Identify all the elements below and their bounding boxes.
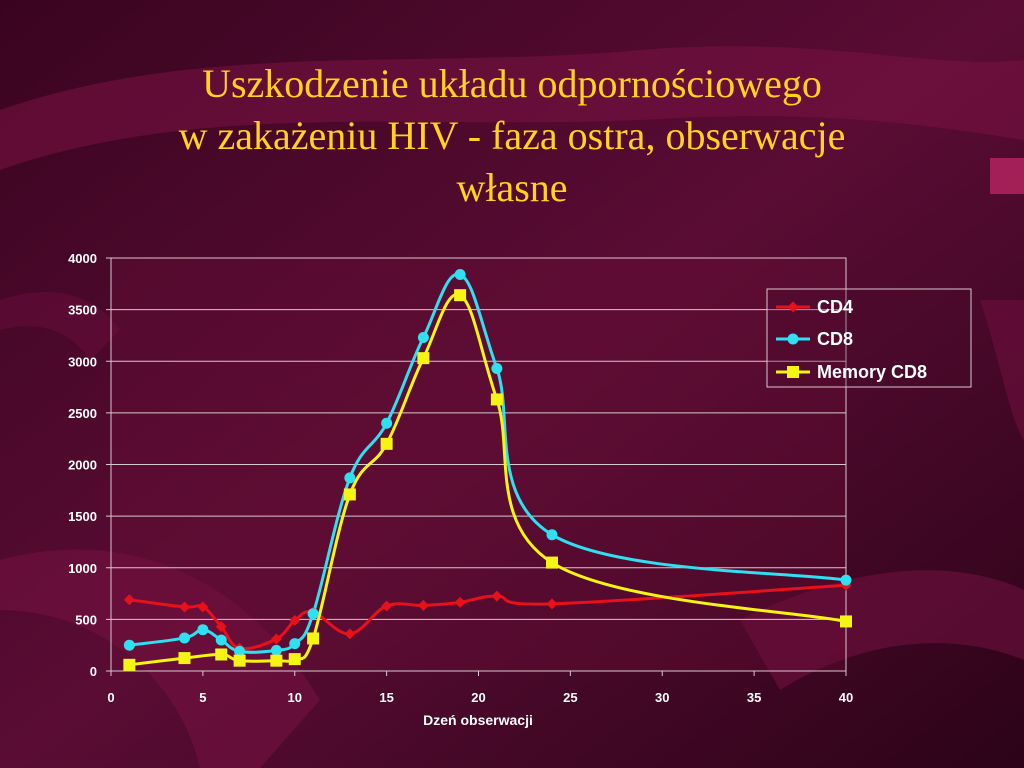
point-memory-cd8-40 xyxy=(840,615,852,628)
point-memory-cd8-13 xyxy=(343,488,356,501)
point-memory-cd8-4 xyxy=(178,652,191,665)
decor-swoosh-right xyxy=(980,300,1024,440)
point-cd8-11 xyxy=(307,608,319,620)
slide-title-line-2: w zakażeniu HIV - faza ostra, obserwacje xyxy=(178,113,846,158)
point-cd4-1 xyxy=(123,594,135,606)
point-cd8-5 xyxy=(197,624,209,636)
y-axis-ticks: 0 500 1000 1500 2000 2500 3000 3500 4000 xyxy=(68,251,111,679)
x-axis-label: Dzeń obserwacji xyxy=(423,712,533,728)
point-cd4-17 xyxy=(417,599,429,611)
y-tick-label-500: 500 xyxy=(75,612,97,627)
legend-memory-cd8-label: Memory CD8 xyxy=(817,362,927,382)
point-memory-cd8-24 xyxy=(546,556,558,569)
point-memory-cd8-15 xyxy=(380,437,393,450)
point-memory-cd8-1 xyxy=(123,658,136,671)
x-axis-ticks: 0 5 10 15 20 25 30 35 40 xyxy=(107,671,853,705)
point-cd4-21 xyxy=(491,590,503,602)
point-cd8-17 xyxy=(417,332,429,344)
x-tick-label-20: 20 xyxy=(471,690,485,705)
point-memory-cd8-6 xyxy=(215,648,228,661)
legend: CD4 CD8 Memory CD8 xyxy=(766,288,972,388)
legend-cd4-marker xyxy=(787,301,799,313)
series-line-cd4 xyxy=(129,583,847,651)
x-tick-label-10: 10 xyxy=(288,690,302,705)
x-tick-label-0: 0 xyxy=(107,690,114,705)
x-tick-label-40: 40 xyxy=(839,690,853,705)
point-cd8-21 xyxy=(491,362,503,374)
decor-swoosh-top xyxy=(0,46,1024,170)
y-tick-label-2500: 2500 xyxy=(68,406,97,421)
decor-swoosh-bottom-right xyxy=(740,570,1024,690)
legend-cd8-marker xyxy=(787,333,799,345)
point-memory-cd8-19 xyxy=(454,289,467,302)
legend-marker-memory-cd8 xyxy=(787,366,799,378)
point-cd8-10 xyxy=(289,638,301,650)
point-cd4-15 xyxy=(381,600,393,612)
decor-accent-block xyxy=(990,158,1024,194)
point-memory-cd8-11 xyxy=(307,632,320,645)
point-cd4-13 xyxy=(344,628,356,640)
point-cd4-6 xyxy=(215,621,227,633)
x-tick-label-5: 5 xyxy=(199,690,206,705)
point-cd8-40 xyxy=(840,574,852,586)
point-memory-cd8-10 xyxy=(288,653,301,666)
y-tick-label-3000: 3000 xyxy=(68,354,97,369)
decor-swoosh-bottom-left xyxy=(0,549,320,768)
point-memory-cd8-17 xyxy=(417,352,430,365)
point-cd8-15 xyxy=(381,417,393,429)
point-cd8-19 xyxy=(454,269,466,281)
point-cd8-24 xyxy=(546,529,558,541)
x-tick-label-30: 30 xyxy=(655,690,669,705)
point-cd4-10 xyxy=(289,614,301,626)
x-tick-label-25: 25 xyxy=(563,690,577,705)
y-tick-label-1000: 1000 xyxy=(68,561,97,576)
slide-title-line-1: Uszkodzenie układu odpornościowego xyxy=(202,61,822,106)
slide-title-line-3: własne xyxy=(456,165,568,210)
series-markers xyxy=(123,269,852,671)
point-cd4-19 xyxy=(454,596,466,608)
point-cd8-1 xyxy=(123,639,135,651)
point-memory-cd8-21 xyxy=(490,393,503,406)
point-cd8-4 xyxy=(179,632,190,644)
point-cd4-9 xyxy=(270,633,282,645)
point-memory-cd8-9 xyxy=(270,654,283,667)
legend-marker-cd8 xyxy=(787,333,799,345)
y-tick-label-1500: 1500 xyxy=(68,509,97,524)
series-line-memory-cd8 xyxy=(129,292,847,667)
point-cd8-7 xyxy=(234,645,246,657)
y-tick-label-3500: 3500 xyxy=(68,303,97,318)
point-cd4-4 xyxy=(179,601,190,613)
point-cd8-13 xyxy=(344,472,356,484)
legend-memory-cd8-marker xyxy=(787,366,799,378)
x-tick-label-35: 35 xyxy=(747,690,761,705)
legend-marker-cd4 xyxy=(787,301,799,313)
decor-swoosh-left xyxy=(0,291,120,360)
point-cd8-9 xyxy=(270,644,282,656)
point-memory-cd8-7 xyxy=(233,654,246,667)
legend-cd8-label: CD8 xyxy=(817,329,853,349)
y-tick-label-4000: 4000 xyxy=(68,251,97,266)
x-tick-label-15: 15 xyxy=(379,690,393,705)
y-tick-label-2000: 2000 xyxy=(68,458,97,473)
slide-title: Uszkodzenie układu odpornościowego w zak… xyxy=(0,58,1024,214)
point-cd4-5 xyxy=(197,601,209,613)
point-cd8-6 xyxy=(215,634,227,646)
point-cd4-24 xyxy=(546,598,558,610)
y-tick-label-0: 0 xyxy=(90,664,97,679)
legend-cd4-label: CD4 xyxy=(817,297,853,317)
